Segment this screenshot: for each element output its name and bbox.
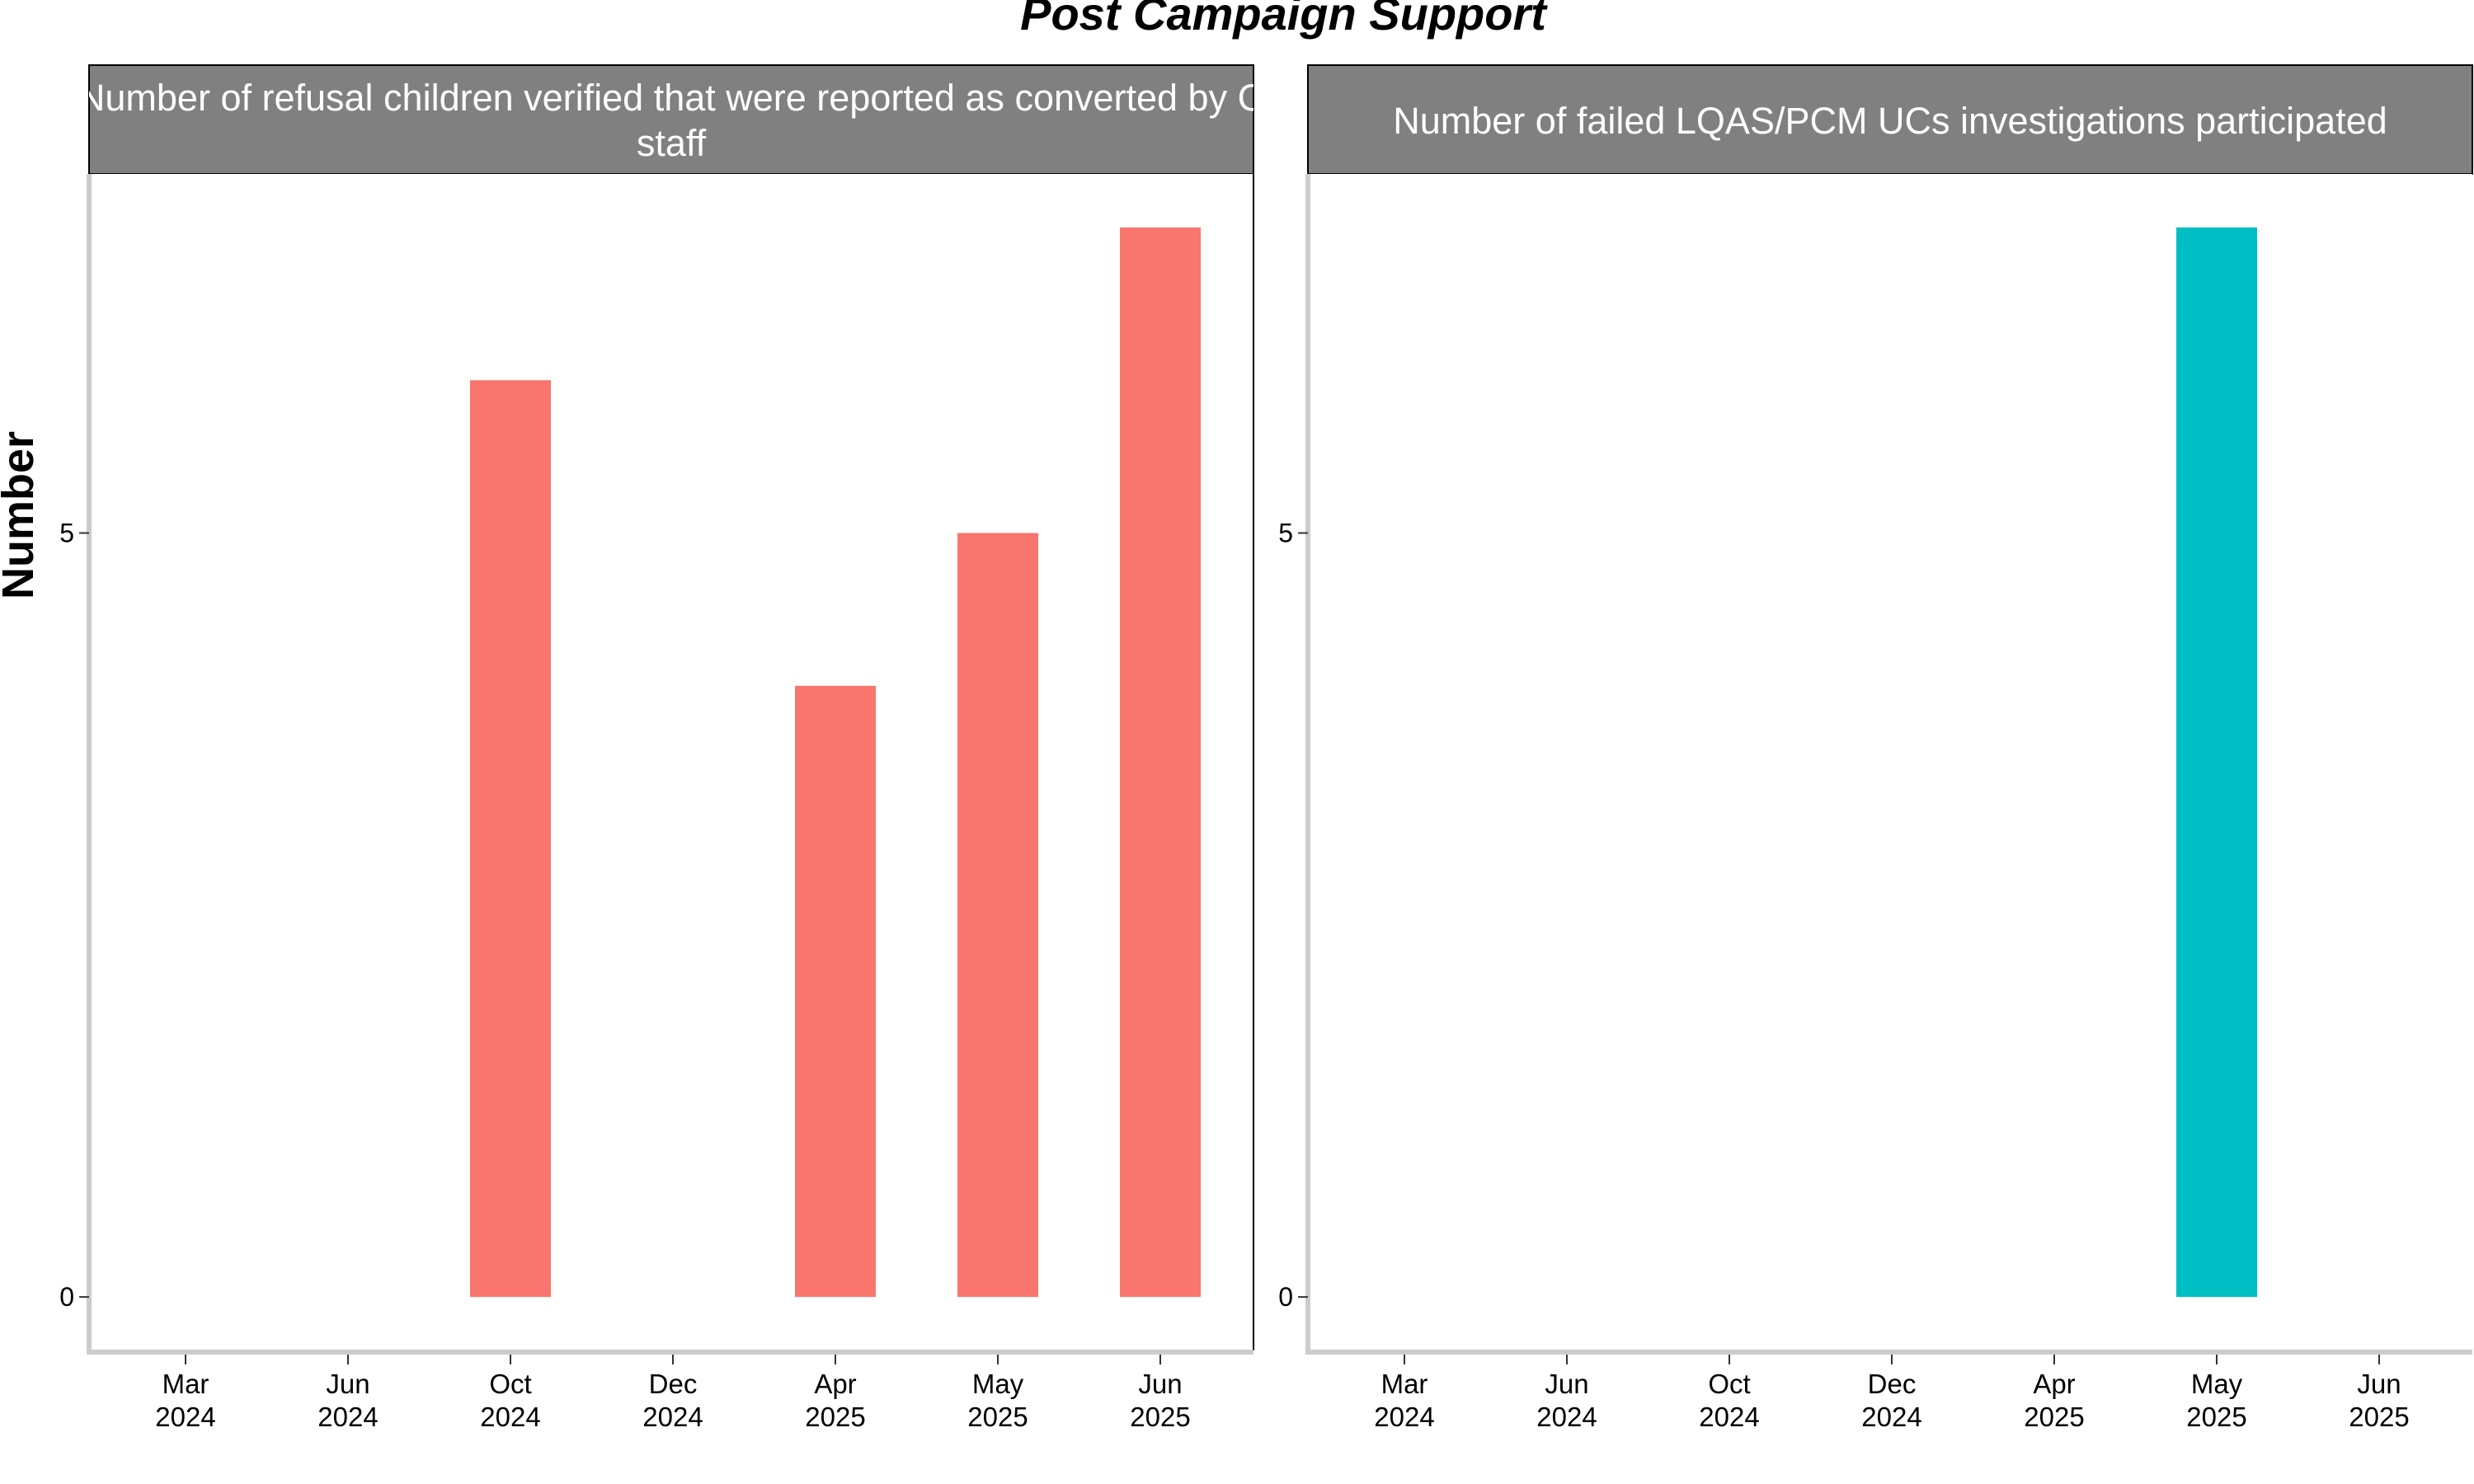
panel-1-y-tick-label-5: 5 — [59, 519, 74, 548]
panel-1-x-tick-label-7: Jun 2025 — [1130, 1369, 1190, 1432]
panel-1-x-tick-label-3: Oct 2024 — [480, 1369, 540, 1432]
panel-1-strip-line-1: Number of refusal children verified that… — [78, 77, 1264, 119]
panel-1: Number of refusal children verified that… — [59, 64, 1264, 1432]
panel-1-x-tick-label-1: Mar 2024 — [155, 1369, 215, 1432]
y-axis-label: Number — [0, 431, 43, 599]
panel-1-x-tick-label-2: Jun 2024 — [317, 1369, 378, 1432]
panel-2-x-tick-label-7: Jun 2025 — [2349, 1369, 2409, 1432]
panel-2-x-tick-label-6: May 2025 — [2186, 1369, 2246, 1432]
panel-1-bar-2 — [795, 685, 876, 1298]
panel-1-bar-3 — [957, 533, 1038, 1298]
panel-2-x-tick-label-4: Dec 2024 — [1861, 1369, 1921, 1432]
panel-2-plot-area — [1308, 174, 2472, 1350]
panel-1-bar-4 — [1120, 227, 1201, 1298]
panel-2-bar-1 — [2176, 227, 2257, 1298]
panel-2-x-tick-label-1: Mar 2024 — [1374, 1369, 1434, 1432]
panel-1-y-tick-label-0: 0 — [59, 1282, 74, 1312]
panel-1-strip-line-2: staff — [637, 122, 707, 164]
panel-1-x-tick-label-5: Apr 2025 — [805, 1369, 865, 1432]
panel-2: Number of failed LQAS/PCM UCs investigat… — [1278, 64, 2473, 1432]
panel-2-x-tick-label-2: Jun 2024 — [1536, 1369, 1597, 1432]
panel-1-bar-1 — [470, 380, 551, 1298]
panel-1-x-tick-label-4: Dec 2024 — [642, 1369, 703, 1432]
chart-title: Post Campaign Support — [1020, 0, 1548, 40]
panel-2-strip-line-1: Number of failed LQAS/PCM UCs investigat… — [1393, 100, 2387, 142]
panel-2-x-tick-label-5: Apr 2025 — [2024, 1369, 2084, 1432]
panel-1-strip — [88, 64, 1254, 175]
panel-2-y-tick-label-5: 5 — [1278, 519, 1293, 548]
panel-2-x-tick-label-3: Oct 2024 — [1699, 1369, 1759, 1432]
panel-2-y-tick-label-0: 0 — [1278, 1282, 1293, 1312]
panel-1-plot-area — [89, 174, 1253, 1350]
panel-1-x-tick-label-6: May 2025 — [967, 1369, 1028, 1432]
panel-2-strip — [1307, 64, 2473, 175]
